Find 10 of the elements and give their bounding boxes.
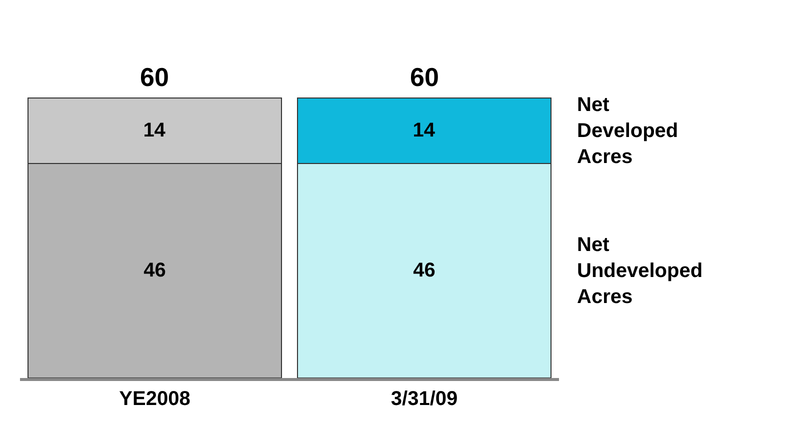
- series-label: Net Developed Acres: [577, 94, 678, 168]
- data-label: 46: [413, 260, 436, 282]
- data-label: 14: [143, 120, 166, 142]
- total-label: 60: [410, 62, 439, 92]
- data-label: 14: [412, 120, 436, 142]
- total-label: 60: [140, 62, 169, 92]
- series-label: Net Undeveloped Acres: [577, 234, 703, 308]
- data-label: 46: [144, 260, 166, 282]
- x-tick-label: 3/31/09: [390, 388, 458, 410]
- x-tick-label: YE2008: [119, 388, 190, 410]
